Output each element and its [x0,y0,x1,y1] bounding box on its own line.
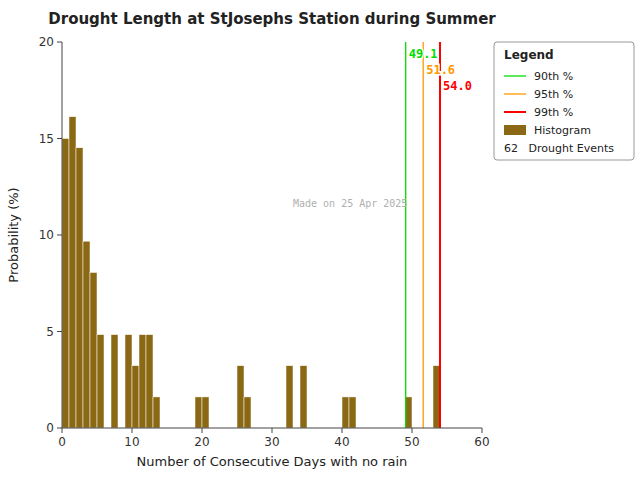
legend: Legend 90th % 95th % 99th % Histogram 62 Drou… [494,42,634,160]
x-tick [482,428,483,433]
histogram-bar [202,397,209,428]
histogram-bar [111,335,118,428]
y-tick-label: 20 [39,35,54,49]
x-tick [272,428,273,433]
y-tick [57,138,62,139]
y-tick [57,331,62,332]
x-tick [342,428,343,433]
histogram-bar [69,117,76,428]
legend-swatch [504,125,526,135]
watermark: Made on 25 Apr 2025 [293,198,407,209]
histogram-bar [300,366,307,428]
y-tick [57,428,62,429]
legend-swatch [504,111,526,113]
x-axis-label: Number of Consecutive Days with no rain [137,454,408,469]
histogram-bar [146,335,153,428]
legend-label: Histogram [534,124,591,137]
histogram-bar [349,397,356,428]
histogram-bar [90,272,97,428]
histogram-bar [153,397,160,428]
x-tick [202,428,203,433]
x-tick [132,428,133,433]
x-tick [62,428,63,433]
x-tick-label: 60 [474,435,489,449]
histogram-bar [237,366,244,428]
legend-swatch [504,75,526,76]
percentile-label: 49.1 [409,47,438,61]
legend-title: Legend [504,48,554,62]
legend-swatch [504,93,526,94]
histogram-bar [83,241,90,428]
bars [62,117,440,428]
x-tick-label: 0 [58,435,66,449]
histogram-bar [125,335,132,428]
legend-label: 90th % [534,70,573,83]
x-tick-label: 10 [124,435,139,449]
percentile-label: 54.0 [443,79,472,93]
histogram-bar [244,397,251,428]
legend-label: 99th % [534,106,573,119]
percentile-line [405,42,406,428]
y-tick [57,235,62,236]
histogram-bar [62,139,69,429]
x-tick-label: 20 [194,435,209,449]
y-tick-label: 5 [46,325,54,339]
y-tick-label: 10 [39,228,54,242]
legend-box [494,42,634,160]
histogram-bar [132,366,139,428]
histogram-bar [76,148,83,428]
percentile-line [423,42,424,428]
histogram-bar [433,366,440,428]
histogram-bar [97,335,104,428]
x-tick [412,428,413,433]
histogram-bar [195,397,202,428]
percentile-label: 51.6 [426,63,455,77]
chart: 0 10 20 30 40 50 60 0 5 10 15 20 Drought Length at S… [0,0,640,480]
x-tick-label: 40 [334,435,349,449]
histogram-bar [342,397,349,428]
y-tick-label: 0 [46,421,54,435]
legend-note: 62 Drought Events [504,142,614,155]
title: Drought Length at StJosephs Station duri… [48,10,496,28]
y-tick-label: 15 [39,132,54,146]
y-axis-label: Probability (%) [6,187,21,282]
x-tick-label: 30 [264,435,279,449]
histogram-bar [139,335,146,428]
legend-label: 95th % [534,88,573,101]
x-tick-label: 50 [404,435,419,449]
percentile-lines [406,42,440,428]
percentile-line [439,42,441,428]
y-tick [57,42,62,43]
histogram-bar [286,366,293,428]
